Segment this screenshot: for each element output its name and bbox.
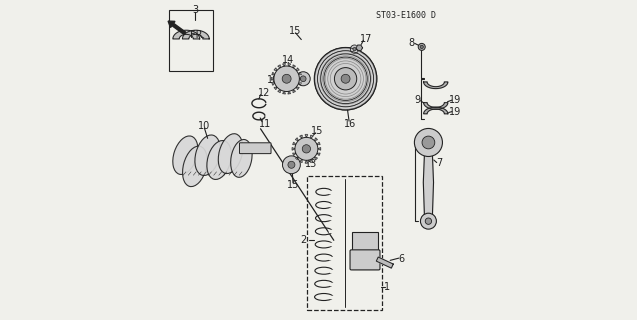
Text: 2: 2 (301, 235, 306, 245)
Circle shape (288, 161, 295, 168)
Polygon shape (311, 159, 313, 163)
Circle shape (422, 136, 435, 149)
Circle shape (341, 74, 350, 83)
Polygon shape (317, 153, 320, 156)
Polygon shape (317, 142, 320, 145)
Circle shape (314, 48, 377, 110)
Circle shape (415, 128, 443, 156)
Circle shape (334, 68, 357, 90)
Polygon shape (315, 157, 317, 160)
Circle shape (420, 213, 436, 229)
Text: 15: 15 (311, 126, 323, 136)
FancyBboxPatch shape (280, 84, 285, 86)
Text: 15: 15 (289, 26, 302, 36)
Text: 8: 8 (409, 38, 415, 48)
Text: 17: 17 (359, 34, 372, 44)
Polygon shape (278, 90, 280, 92)
Polygon shape (272, 72, 275, 75)
Circle shape (295, 137, 318, 160)
Text: 6: 6 (398, 254, 404, 264)
Polygon shape (293, 65, 296, 68)
FancyBboxPatch shape (240, 143, 271, 154)
Circle shape (274, 66, 299, 92)
Circle shape (296, 72, 310, 86)
Polygon shape (288, 63, 290, 66)
Ellipse shape (207, 140, 231, 180)
Polygon shape (293, 142, 296, 145)
Polygon shape (271, 77, 274, 80)
Ellipse shape (173, 136, 198, 174)
Polygon shape (424, 150, 434, 220)
Polygon shape (305, 160, 308, 163)
Text: 19: 19 (448, 107, 461, 116)
Polygon shape (356, 45, 362, 51)
Bar (169, 10, 213, 71)
Polygon shape (311, 135, 313, 138)
Circle shape (282, 156, 300, 174)
Polygon shape (274, 87, 277, 90)
Text: ST03-E1600 D: ST03-E1600 D (376, 12, 436, 20)
Polygon shape (182, 30, 209, 39)
FancyBboxPatch shape (350, 250, 380, 270)
Polygon shape (283, 91, 285, 94)
Polygon shape (296, 87, 299, 90)
Circle shape (420, 45, 424, 49)
Polygon shape (299, 77, 302, 80)
Polygon shape (299, 72, 301, 75)
Polygon shape (274, 68, 277, 71)
Polygon shape (305, 135, 308, 137)
Text: 14: 14 (282, 55, 294, 65)
Polygon shape (424, 103, 448, 109)
Polygon shape (288, 91, 290, 94)
Text: 3: 3 (192, 5, 198, 15)
Text: 12: 12 (257, 88, 270, 98)
Polygon shape (272, 83, 275, 85)
Circle shape (350, 45, 359, 53)
Text: 11: 11 (259, 119, 271, 129)
Ellipse shape (231, 140, 252, 177)
Bar (352, 232, 378, 269)
Text: 16: 16 (344, 119, 357, 129)
Ellipse shape (218, 134, 243, 173)
Polygon shape (283, 63, 285, 66)
Polygon shape (315, 138, 317, 141)
Text: 7: 7 (436, 158, 443, 168)
Text: 10: 10 (198, 121, 211, 131)
Polygon shape (292, 148, 295, 150)
Polygon shape (293, 90, 296, 92)
Polygon shape (376, 257, 393, 268)
Polygon shape (296, 157, 298, 160)
Ellipse shape (195, 135, 220, 175)
Text: 1: 1 (384, 283, 390, 292)
Text: 9: 9 (415, 95, 421, 105)
Circle shape (353, 48, 356, 51)
Polygon shape (296, 138, 298, 141)
Circle shape (282, 74, 291, 83)
Circle shape (302, 145, 310, 153)
FancyArrow shape (168, 21, 185, 34)
Polygon shape (296, 68, 299, 71)
Ellipse shape (183, 146, 207, 187)
Text: 13: 13 (305, 159, 317, 169)
Polygon shape (424, 82, 448, 89)
Text: 15: 15 (287, 180, 299, 190)
Polygon shape (278, 65, 280, 68)
Text: 18: 18 (267, 75, 280, 85)
Polygon shape (318, 148, 320, 150)
Text: FR.: FR. (190, 30, 206, 40)
Circle shape (419, 44, 426, 50)
Circle shape (300, 76, 306, 82)
Text: 19: 19 (448, 95, 461, 105)
Polygon shape (300, 135, 302, 138)
Polygon shape (293, 153, 296, 156)
Polygon shape (424, 107, 448, 114)
Polygon shape (173, 30, 199, 39)
Bar (307, 176, 382, 310)
Polygon shape (300, 159, 302, 163)
Circle shape (426, 218, 432, 224)
Polygon shape (299, 83, 301, 85)
